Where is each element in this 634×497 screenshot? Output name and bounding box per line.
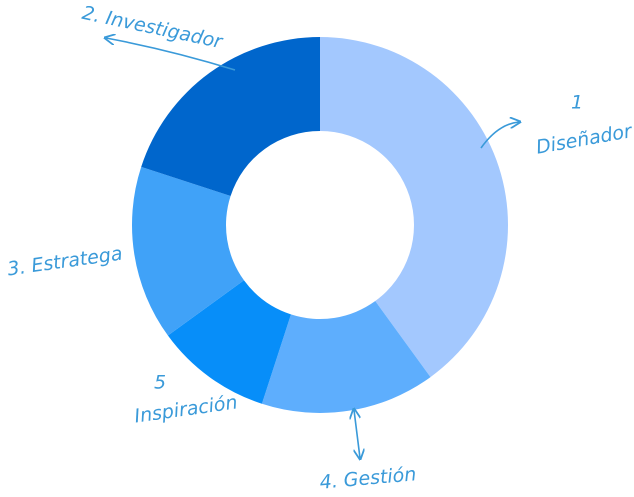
slice	[320, 37, 508, 378]
slice	[141, 37, 320, 196]
segment-label: 2. Investigador	[80, 2, 225, 53]
segment-label: 4. Gestión	[319, 463, 417, 493]
slice	[167, 280, 291, 404]
arrow	[106, 38, 236, 71]
segment-label: 1	[571, 92, 583, 114]
arrow	[354, 410, 360, 458]
slice	[261, 301, 431, 413]
segment-label: Inspiración	[133, 391, 239, 427]
segment-label: 3. Estratega	[6, 243, 124, 281]
segment-label: 5	[154, 372, 166, 394]
slice	[132, 166, 244, 336]
arrow	[480, 122, 519, 149]
slices	[132, 37, 508, 413]
segment-label: Diseñador	[534, 120, 634, 159]
